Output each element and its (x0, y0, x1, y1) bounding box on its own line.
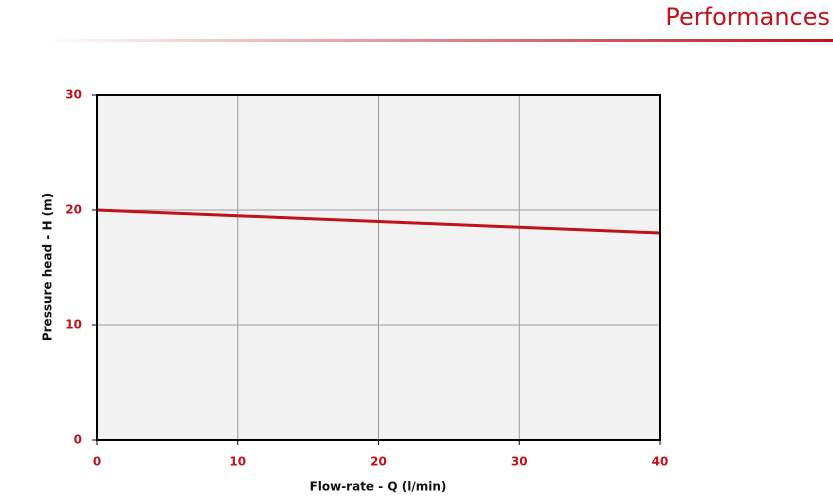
header-rule (40, 39, 833, 42)
page-title: Performances (665, 3, 830, 31)
x-tick-label: 30 (511, 455, 528, 469)
x-tick-label: 20 (370, 455, 387, 469)
y-tick-label: 20 (65, 203, 82, 217)
plot-border (96, 94, 661, 441)
x-tick-label: 0 (93, 455, 101, 469)
y-tick-label: 0 (74, 433, 82, 447)
x-tick-label: 10 (229, 455, 246, 469)
data-line (96, 208, 661, 235)
y-tick-label: 30 (65, 88, 82, 102)
x-tick-label: 40 (652, 455, 669, 469)
y-axis-label: Pressure head - H (m) (41, 193, 55, 341)
x-axis-label: Flow-rate - Q (l/min) (310, 480, 447, 494)
y-tick-label: 10 (65, 318, 82, 332)
